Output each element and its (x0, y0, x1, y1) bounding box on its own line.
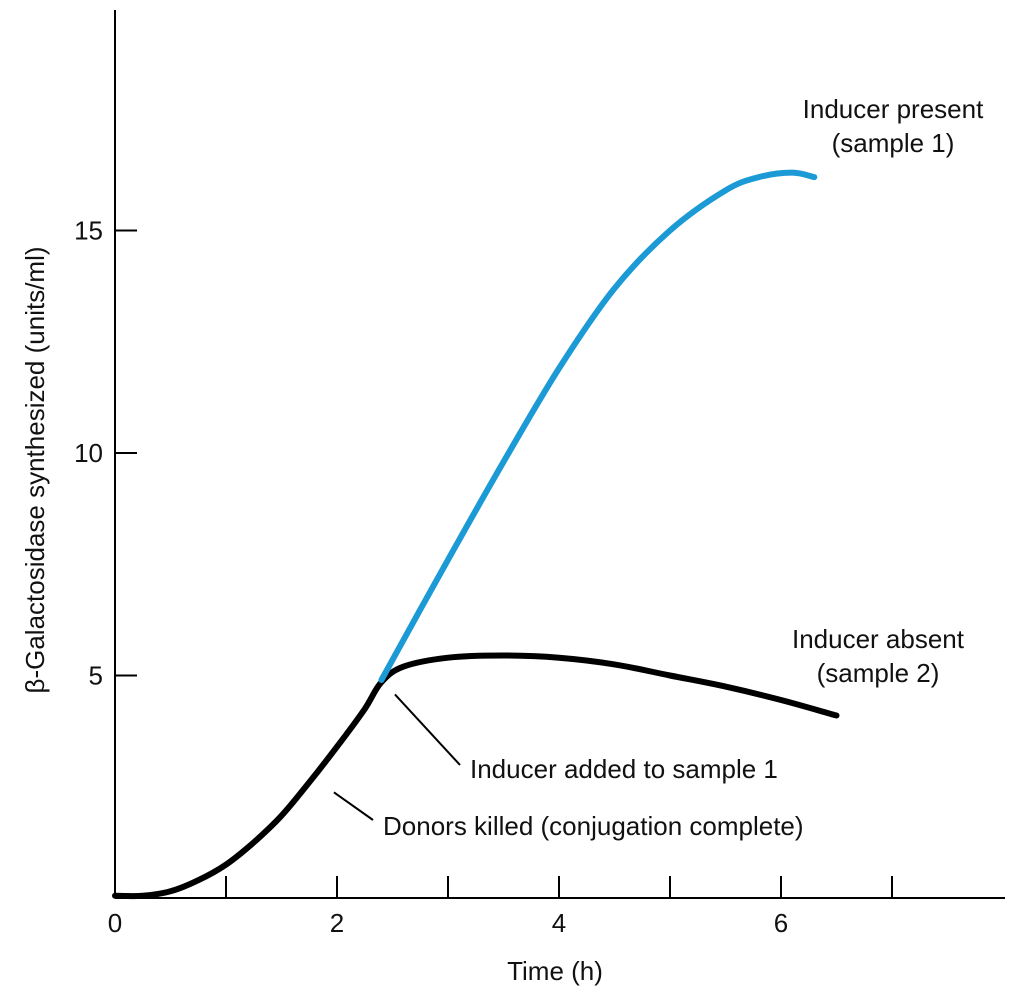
y-tick-label: 10 (74, 438, 103, 468)
ticks-group: 0 2 4 6 5 10 15 (74, 216, 893, 938)
annotation-inducer-added-leader (394, 693, 461, 766)
x-tick-label: 0 (108, 908, 122, 938)
x-tick-label: 4 (552, 908, 566, 938)
y-axis-title: β-Galactosidase synthesized (units/ml) (20, 246, 50, 693)
annotation-donors-killed: Donors killed (conjugation complete) (383, 811, 804, 841)
annotations-group: Inducer present (sample 1) Inducer absent (… (333, 94, 984, 841)
x-axis-title: Time (h) (507, 956, 603, 986)
series-line-inducer-present (378, 169, 818, 683)
y-tick-label: 5 (89, 661, 103, 691)
label-line: Inducer present (803, 94, 984, 124)
x-tick-label: 2 (330, 908, 344, 938)
label-inducer-present: Inducer present (sample 1) (803, 94, 984, 158)
y-tick-label: 15 (74, 216, 103, 246)
label-line: (sample 2) (817, 658, 940, 688)
label-line: (sample 1) (832, 128, 955, 158)
annotation-inducer-added: Inducer added to sample 1 (470, 754, 778, 784)
series-group (112, 169, 840, 900)
annotation-donors-killed-leader (333, 791, 374, 821)
label-line: Inducer absent (792, 624, 965, 654)
x-tick-label: 6 (774, 908, 788, 938)
series-line-inducer-absent (112, 652, 840, 900)
label-inducer-absent: Inducer absent (sample 2) (792, 624, 965, 688)
